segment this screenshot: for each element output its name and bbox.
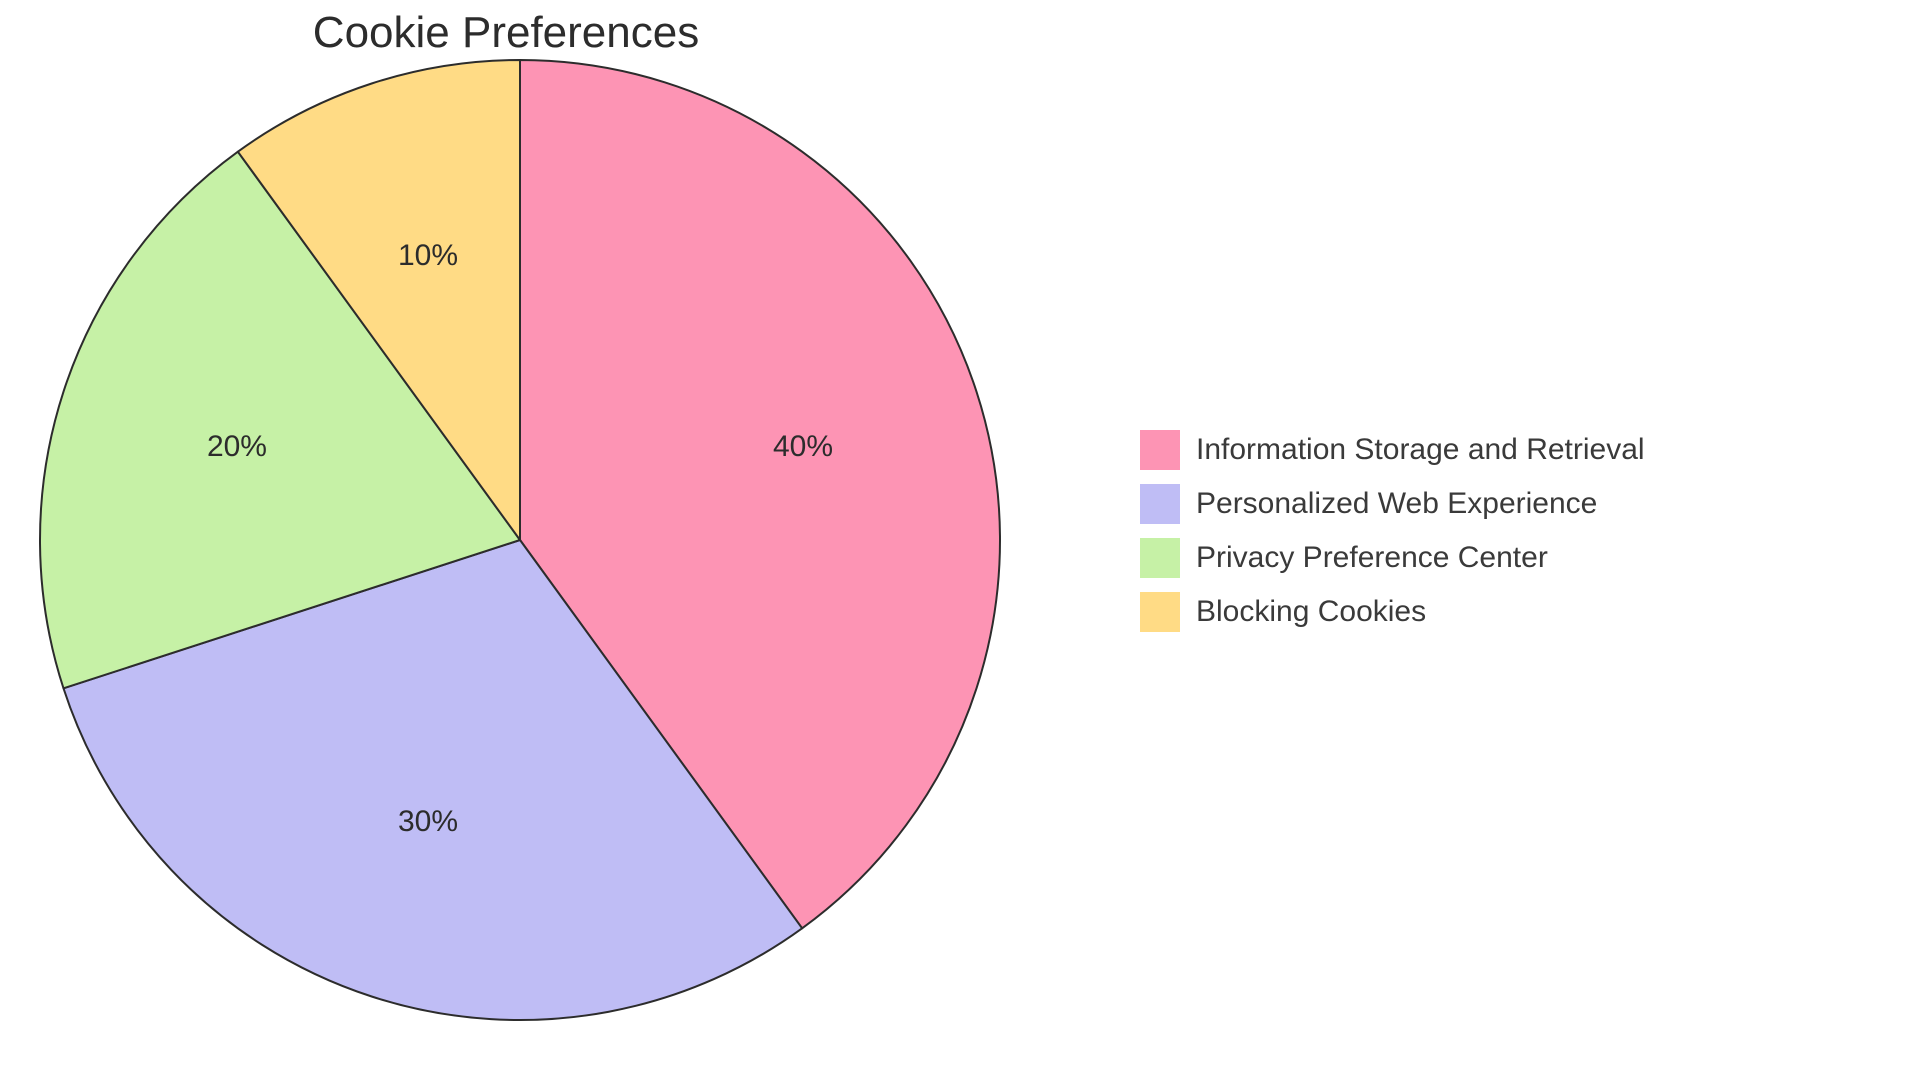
legend-label: Information Storage and Retrieval <box>1196 433 1645 467</box>
pie-svg: 40% 30% 20% 10% <box>36 56 1004 1024</box>
legend-swatch <box>1140 484 1180 524</box>
legend: Information Storage and Retrieval Persona… <box>1140 430 1645 632</box>
legend-label: Personalized Web Experience <box>1196 487 1597 521</box>
pie-slice-label: 40% <box>773 430 833 463</box>
legend-swatch <box>1140 538 1180 578</box>
pie-slice-label: 20% <box>207 430 267 463</box>
pie-chart: 40% 30% 20% 10% <box>36 56 1004 1029</box>
legend-swatch <box>1140 430 1180 470</box>
chart-title: Cookie Preferences <box>313 8 699 58</box>
pie-slice-label: 10% <box>398 239 458 272</box>
legend-label: Privacy Preference Center <box>1196 541 1548 575</box>
legend-item: Privacy Preference Center <box>1140 538 1645 578</box>
legend-swatch <box>1140 592 1180 632</box>
legend-item: Information Storage and Retrieval <box>1140 430 1645 470</box>
legend-item: Blocking Cookies <box>1140 592 1645 632</box>
legend-item: Personalized Web Experience <box>1140 484 1645 524</box>
pie-slice-label: 30% <box>398 805 458 838</box>
legend-label: Blocking Cookies <box>1196 595 1426 629</box>
